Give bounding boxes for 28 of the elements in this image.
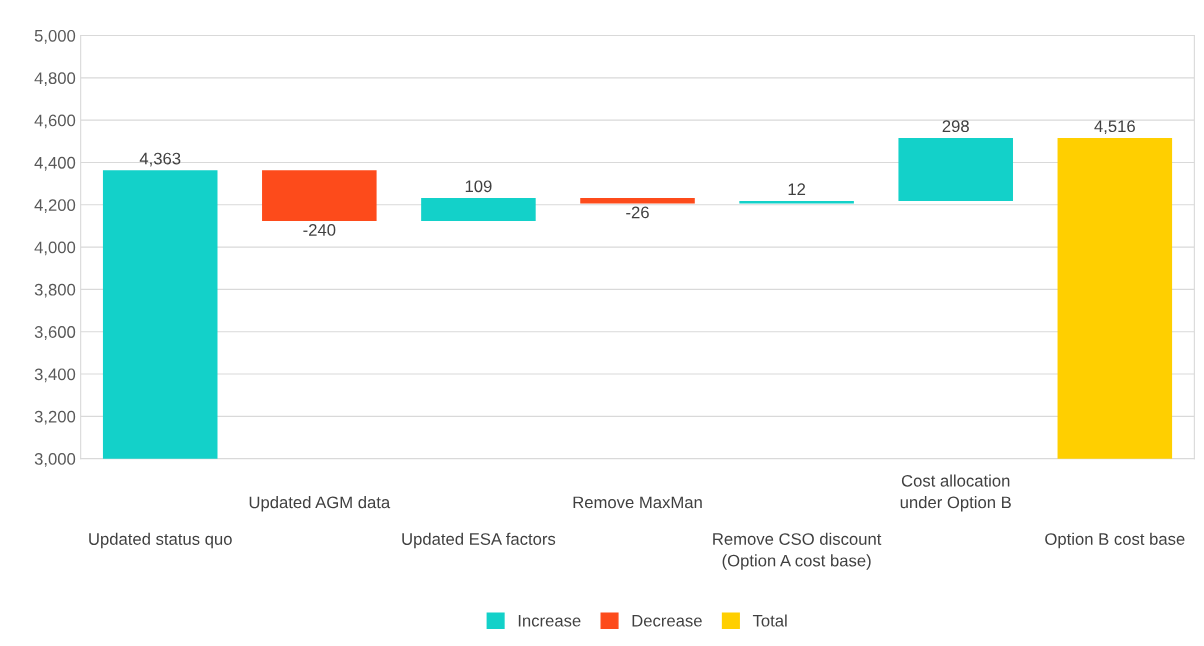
x-tick-label: Updated ESA factors bbox=[402, 532, 556, 549]
data-label: 12 bbox=[788, 183, 806, 195]
y-tick-label: 3,600 bbox=[34, 326, 76, 340]
x-tick-label: Cost allocation under Option B bbox=[900, 474, 1011, 512]
data-label: -240 bbox=[303, 224, 336, 236]
y-tick-label: 4,000 bbox=[34, 241, 76, 256]
x-tick-label: Remove MaxMan bbox=[573, 496, 702, 509]
data-label: 4,516 bbox=[1094, 120, 1135, 135]
x-tick-label: Updated status quo bbox=[89, 532, 232, 549]
data-label: 109 bbox=[465, 180, 492, 193]
y-tick-label: 5,000 bbox=[34, 29, 76, 44]
y-tick-label: 4,800 bbox=[34, 72, 76, 87]
y-tick-label: 4,400 bbox=[34, 156, 76, 171]
data-label: 298 bbox=[942, 120, 969, 133]
x-tick-label: Option B cost base bbox=[1045, 532, 1185, 549]
y-tick-label: 4,600 bbox=[34, 114, 76, 129]
legend-label: Increase bbox=[518, 614, 581, 627]
y-tick-label: 3,000 bbox=[34, 453, 76, 467]
legend-label: Total bbox=[752, 614, 787, 627]
legend-label: Decrease bbox=[632, 614, 702, 627]
y-tick-label: 3,400 bbox=[34, 368, 76, 383]
data-label: -26 bbox=[626, 206, 649, 219]
y-tick-label: 3,800 bbox=[34, 283, 76, 298]
y-tick-label: 4,200 bbox=[34, 199, 76, 213]
data-label: 4,363 bbox=[139, 152, 181, 167]
y-tick-label: 3,200 bbox=[34, 410, 76, 425]
x-tick-label: Remove CSO discount (Option A cost base) bbox=[713, 532, 882, 570]
x-tick-label: Updated AGM data bbox=[249, 496, 391, 512]
